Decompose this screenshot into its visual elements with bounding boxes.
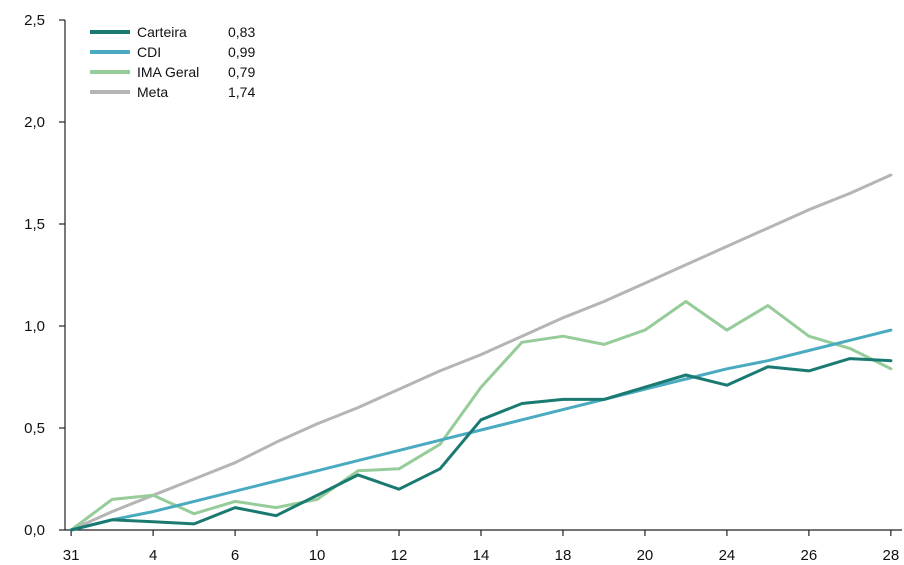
legend-label: IMA Geral <box>137 64 199 80</box>
series-line-ima-geral <box>69 300 893 532</box>
y-axis: 0,0 0,5 1,0 1,5 2,0 2,5 <box>24 12 66 539</box>
legend-label: Carteira <box>137 24 187 40</box>
x-tick-label: 31 <box>63 547 80 564</box>
x-tick-label: 24 <box>719 547 736 564</box>
legend-label: CDI <box>137 44 161 60</box>
y-tick-label: 2,0 <box>24 114 45 131</box>
x-tick-label: 26 <box>801 547 818 564</box>
series-line-carteira <box>69 357 893 532</box>
x-axis: 31 4 6 10 12 14 18 20 24 26 28 <box>63 529 902 564</box>
series-line-meta <box>69 173 893 532</box>
x-tick-label: 6 <box>231 547 239 564</box>
series-lines <box>69 173 893 532</box>
x-tick-label: 18 <box>555 547 572 564</box>
legend-value: 0,79 <box>228 64 255 80</box>
x-tick-label: 28 <box>883 547 900 564</box>
y-tick-label: 0,5 <box>24 420 45 437</box>
y-tick-label: 0,0 <box>24 522 45 539</box>
legend-value: 0,83 <box>228 24 255 40</box>
y-tick-label: 1,5 <box>24 216 45 233</box>
y-tick-label: 1,0 <box>24 318 45 335</box>
y-tick-label: 2,5 <box>24 12 45 29</box>
x-tick-label: 20 <box>637 547 654 564</box>
x-tick-label: 12 <box>391 547 408 564</box>
legend: Carteira 0,83 CDI 0,99 IMA Geral 0,79 Meta 1,74 <box>90 24 255 100</box>
series-line-cdi <box>69 328 893 532</box>
legend-value: 1,74 <box>228 84 255 100</box>
legend-label: Meta <box>137 84 168 100</box>
x-tick-label: 4 <box>149 547 157 564</box>
legend-value: 0,99 <box>228 44 255 60</box>
x-tick-label: 14 <box>473 547 490 564</box>
x-tick-label: 10 <box>309 547 326 564</box>
